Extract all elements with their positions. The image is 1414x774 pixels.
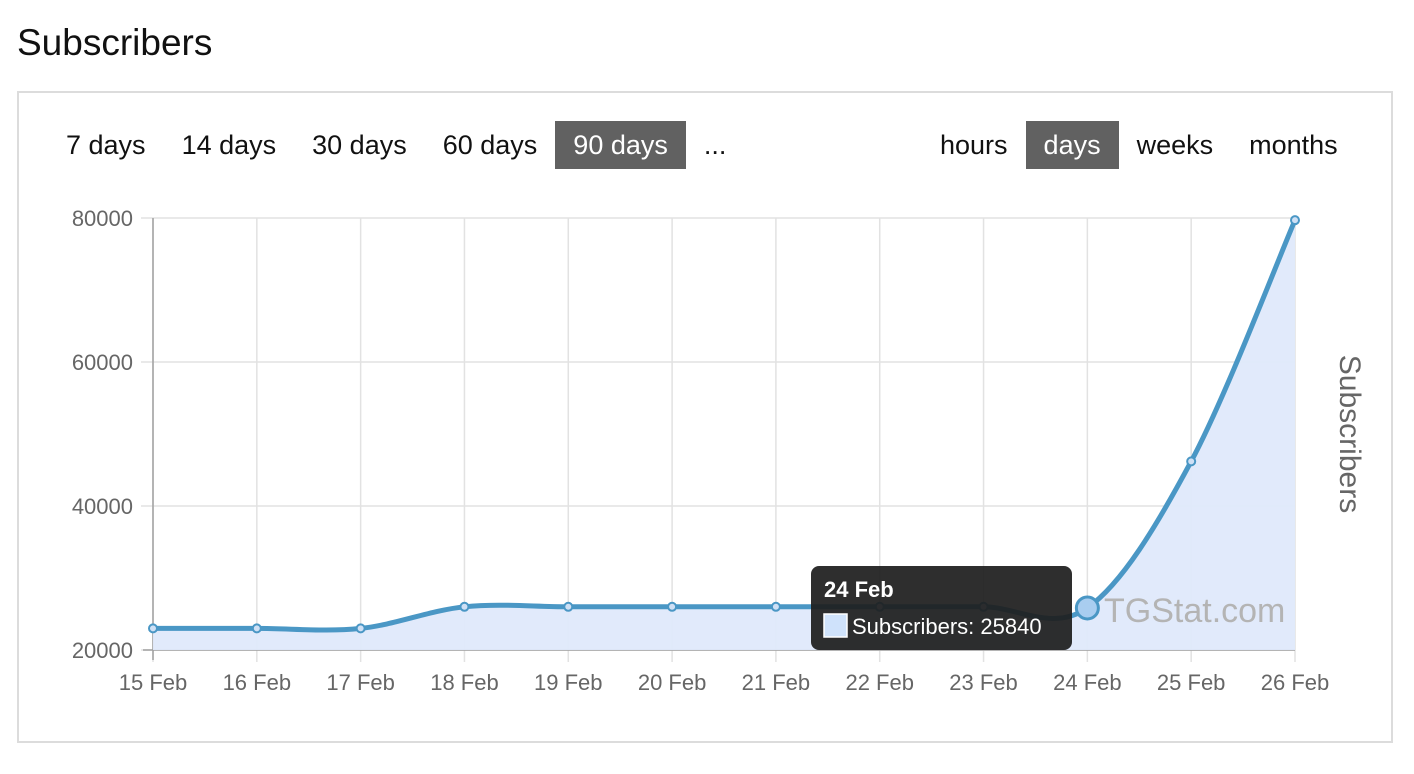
data-point-highlighted: [1074, 595, 1100, 621]
x-tick-label: 15 Feb: [119, 670, 188, 695]
x-tick-label: 25 Feb: [1157, 670, 1226, 695]
y-tick-label: 40000: [72, 494, 133, 519]
granularity-hours-button[interactable]: hours: [940, 130, 1008, 160]
tooltip-title: 24 Feb: [824, 577, 894, 602]
data-point: [251, 623, 262, 634]
tooltip-swatch: [823, 613, 848, 638]
x-tick-label: 17 Feb: [326, 670, 395, 695]
y-tick-label: 20000: [72, 638, 133, 663]
granularity-days-button[interactable]: days: [1025, 121, 1119, 169]
page-title: Subscribers: [17, 22, 213, 63]
tooltip-label: Subscribers: 25840: [852, 614, 1042, 639]
data-point: [148, 623, 158, 634]
granularity-weeks-button[interactable]: weeks: [1136, 130, 1214, 160]
tooltip-box: [811, 566, 1072, 650]
granularity-months-button[interactable]: months: [1249, 130, 1338, 160]
x-tick-label: 22 Feb: [845, 670, 914, 695]
period-60-days-button[interactable]: 60 days: [442, 130, 538, 160]
period-more-button[interactable]: ...: [703, 130, 727, 160]
x-tick-label: 21 Feb: [742, 670, 811, 695]
data-point: [459, 601, 470, 612]
series-line-subscribers: [153, 219, 1298, 633]
granularity-selector: hours days weeks months: [922, 121, 1356, 169]
x-tick-label: 23 Feb: [949, 670, 1018, 695]
y-tick-label: 80000: [72, 206, 133, 231]
data-point: [1186, 456, 1197, 467]
data-point: [667, 601, 678, 612]
data-point: [355, 623, 366, 634]
x-tick-label: 24 Feb: [1053, 670, 1122, 695]
data-point: [1290, 215, 1300, 226]
watermark-text: TGStat.com: [1104, 592, 1285, 630]
x-tick-label: 26 Feb: [1261, 670, 1330, 695]
period-30-days-button[interactable]: 30 days: [312, 130, 407, 160]
data-point: [770, 601, 781, 612]
tooltip: 24 Feb Subscribers: 25840: [811, 566, 1072, 650]
x-tick-label: 16 Feb: [223, 670, 292, 695]
period-90-days-button[interactable]: 90 days: [555, 121, 686, 169]
y-axis-title: Subscribers: [1333, 355, 1366, 513]
period-14-days-button[interactable]: 14 days: [181, 130, 277, 160]
x-tick-label: 20 Feb: [638, 670, 707, 695]
data-point: [563, 601, 574, 612]
y-tick-label: 60000: [72, 350, 133, 375]
series-area-subscribers: [153, 220, 1295, 650]
x-tick-label: 18 Feb: [430, 670, 499, 695]
x-tick-label: 19 Feb: [534, 670, 603, 695]
period-7-days-button[interactable]: 7 days: [66, 130, 146, 160]
period-selector: 7 days 14 days 30 days 60 days 90 days .…: [56, 121, 744, 169]
